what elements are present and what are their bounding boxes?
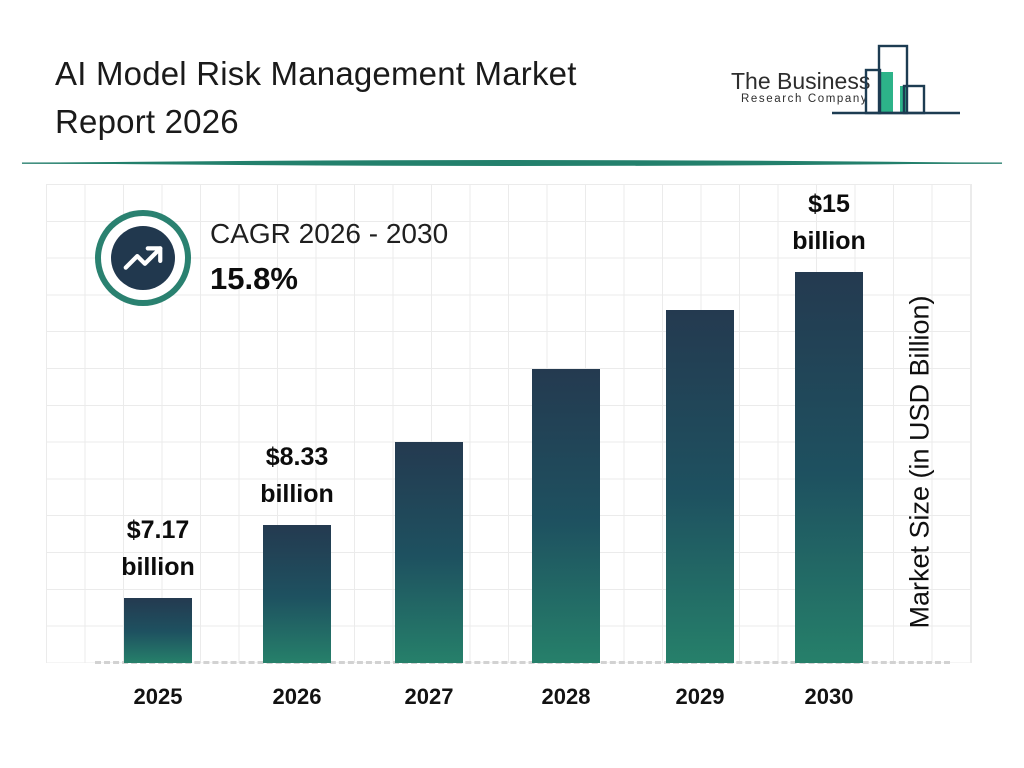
trending-up-icon bbox=[111, 226, 175, 290]
x-tick-2030: 2030 bbox=[804, 684, 854, 709]
cagr-value: 15.8% bbox=[210, 261, 298, 296]
bar-value-label-2026: $8.33 billion bbox=[260, 443, 334, 508]
bar-2026 bbox=[263, 525, 331, 663]
bar-chart-logo-icon bbox=[832, 44, 960, 115]
page-title-line2: Report 2026 bbox=[55, 103, 239, 140]
x-tick-2027: 2027 bbox=[404, 684, 454, 709]
header-divider bbox=[20, 160, 1004, 166]
bar-2027 bbox=[395, 442, 463, 663]
y-axis-label: Market Size (in USD Billion) bbox=[904, 295, 935, 629]
x-tick-2026: 2026 bbox=[272, 684, 322, 709]
x-axis-baseline bbox=[95, 661, 950, 664]
bar-2030 bbox=[795, 272, 863, 663]
cagr-badge bbox=[95, 210, 191, 306]
bar-value-label-2030: $15 billion bbox=[792, 190, 866, 255]
logo-text-line1: The Business bbox=[731, 68, 871, 94]
page-title-line1: AI Model Risk Management Market bbox=[55, 55, 577, 92]
cagr-period-label: CAGR 2026 - 2030 bbox=[210, 218, 449, 249]
x-tick-2025: 2025 bbox=[133, 684, 183, 709]
logo-text-line2: Research Company bbox=[741, 93, 869, 105]
bar-2029 bbox=[666, 310, 734, 663]
cagr-badge-ring bbox=[101, 216, 185, 300]
x-tick-2029: 2029 bbox=[675, 684, 725, 709]
x-tick-2028: 2028 bbox=[541, 684, 591, 709]
bar-2025 bbox=[124, 598, 192, 663]
page-title: AI Model Risk Management Market Report 2… bbox=[55, 50, 715, 146]
bar-2028 bbox=[532, 369, 600, 663]
bar-value-label-2025: $7.17 billion bbox=[121, 516, 195, 581]
